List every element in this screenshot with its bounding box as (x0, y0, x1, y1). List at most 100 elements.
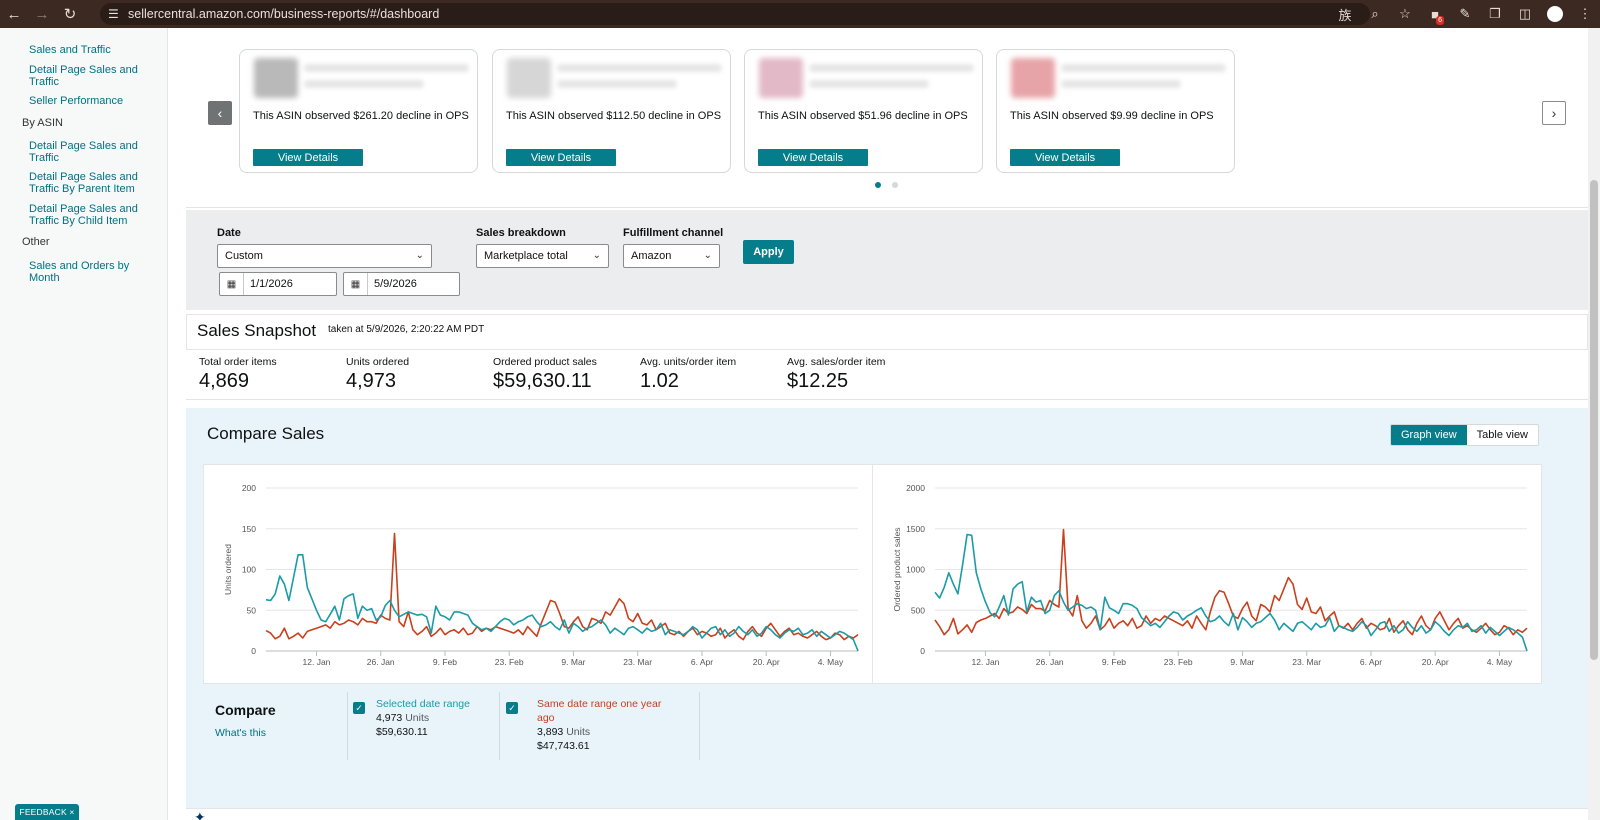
view-details-button[interactable]: View Details (1010, 149, 1120, 166)
product-thumbnail (254, 58, 298, 98)
y-axis-label: Units ordered (223, 544, 233, 595)
profile-avatar[interactable] (1540, 0, 1570, 28)
series-units-value: 3,893 (537, 726, 564, 738)
end-date-input[interactable]: ▦ 5/9/2026 (343, 272, 460, 296)
product-title-blur (809, 64, 974, 72)
forward-arrow-icon[interactable]: → (34, 5, 50, 23)
sidebar: Sales and Traffic Detail Page Sales and … (0, 28, 168, 820)
x-tick-label: 9. Feb (1102, 657, 1126, 667)
series-line[interactable] (265, 554, 859, 652)
back-arrow-icon[interactable]: ← (6, 5, 22, 23)
sidebar-item-sales-and-orders-by-month[interactable]: Sales and Orders by Month (29, 260, 130, 284)
date-label: Date (217, 227, 241, 239)
view-details-button[interactable]: View Details (506, 149, 616, 166)
calendar-icon[interactable]: ▦ (220, 273, 244, 295)
tab-search-icon[interactable]: ◫ (1518, 6, 1532, 21)
sidebar-heading-other: Other (22, 236, 50, 248)
close-icon[interactable]: × (69, 807, 75, 817)
metric-label: Units ordered (346, 356, 410, 368)
metric-value: $59,630.11 (493, 370, 592, 392)
sidebar-item-detail-page-sales-and-traffic[interactable]: Detail Page Sales and Traffic (29, 64, 138, 88)
sidebar-item-asin-detail-page[interactable]: Detail Page Sales and Traffic (29, 140, 138, 164)
chevron-down-icon: ⌄ (592, 250, 601, 261)
y-tick-label: 100 (242, 565, 256, 575)
apply-button[interactable]: Apply (743, 240, 794, 264)
carousel-dot[interactable] (892, 182, 898, 188)
table-view-button[interactable]: Table view (1466, 425, 1538, 445)
extension-badge: 6 (1436, 16, 1444, 25)
last-year-legend: Same date range one year ago 3,893 Units… (537, 697, 672, 753)
last-year-checkbox[interactable]: ✓ (506, 702, 518, 714)
insight-card: This ASIN observed $261.20 decline in OP… (239, 49, 478, 173)
extension-icon[interactable]: ■ 6 (1431, 6, 1444, 25)
insight-text: This ASIN observed $9.99 decline in OPS (1010, 110, 1214, 122)
series-line[interactable] (934, 533, 1528, 652)
y-tick-label: 200 (242, 483, 256, 493)
x-tick-label: 6. Apr (1360, 657, 1382, 667)
start-date-input[interactable]: ▦ 1/1/2026 (219, 272, 337, 296)
fulfillment-channel-select[interactable]: Amazon ⌄ (623, 244, 720, 268)
feedback-label: FEEDBACK (19, 807, 67, 817)
x-tick-label: 4. May (818, 657, 844, 667)
x-tick-label: 4. May (1487, 657, 1513, 667)
series-name: Selected date range (376, 698, 470, 710)
ordered-product-sales-chart: 0 500 1000 1500 2000 12. Jan 26. Jan 9. Feb 23. … (892, 483, 1528, 667)
bookmark-star-icon[interactable]: ☆ (1399, 6, 1411, 21)
site-settings-icon[interactable]: ☰ (108, 7, 119, 21)
menu-icon[interactable]: ⋮ (1578, 6, 1592, 21)
carousel-dot-active[interactable] (875, 182, 881, 188)
chevron-down-icon: ⌄ (415, 250, 424, 261)
sidebar-heading-by-asin: By ASIN (22, 117, 63, 129)
sales-breakdown-label: Sales breakdown (476, 227, 566, 239)
carousel-prev-button[interactable]: ‹ (208, 101, 232, 125)
snapshot-metrics: Total order items 4,869 Units ordered 4,… (186, 350, 1588, 400)
graph-view-button[interactable]: Graph view (1391, 425, 1467, 445)
product-title-blur (304, 64, 469, 72)
product-title-blur (304, 80, 424, 88)
snapshot-timestamp: taken at 5/9/2026, 2:20:22 AM PDT (328, 324, 485, 335)
insight-card: This ASIN observed $112.50 decline in OP… (492, 49, 731, 173)
calendar-icon[interactable]: ▦ (344, 273, 368, 295)
x-tick-label: 23. Feb (495, 657, 524, 667)
selected-range-checkbox[interactable]: ✓ (353, 702, 365, 714)
url-text: sellercentral.amazon.com/business-report… (128, 7, 440, 21)
pen-icon[interactable]: ✎ (1459, 6, 1471, 21)
puzzle-icon[interactable]: ❐ (1489, 6, 1501, 21)
sidebar-item-sales-and-traffic[interactable]: Sales and Traffic (29, 44, 111, 56)
metric-label: Ordered product sales (493, 356, 597, 368)
whats-this-link[interactable]: What's this (215, 727, 267, 739)
page-scrollbar[interactable] (1588, 28, 1600, 820)
sidebar-item-by-child-item[interactable]: Detail Page Sales and Traffic By Child I… (29, 203, 138, 227)
ordered-product-sales-chart-panel: 0 500 1000 1500 2000 12. Jan 26. Jan 9. Feb 23. … (872, 464, 1542, 684)
chevron-right-icon: › (1551, 105, 1557, 121)
x-tick-label: 9. Mar (1230, 657, 1254, 667)
address-bar[interactable]: ☰ sellercentral.amazon.com/business-repo… (100, 3, 1370, 25)
legend-divider (499, 692, 500, 760)
view-details-button[interactable]: View Details (253, 149, 363, 166)
sidebar-item-by-parent-item[interactable]: Detail Page Sales and Traffic By Parent … (29, 171, 138, 195)
zoom-icon[interactable]: ⌕ (1371, 6, 1379, 21)
x-tick-label: 23. Mar (1292, 657, 1321, 667)
view-details-button[interactable]: View Details (758, 149, 868, 166)
x-tick-label: 23. Mar (623, 657, 652, 667)
series-units-value: 4,973 (376, 712, 403, 724)
x-tick-label: 20. Apr (753, 657, 780, 667)
metric-units-ordered: Units ordered 4,973 (346, 356, 409, 393)
translate-icon[interactable]: 族 (1338, 7, 1352, 23)
sales-snapshot-title: Sales Snapshot (197, 321, 317, 340)
scrollbar-thumb[interactable] (1590, 180, 1598, 660)
metric-label: Avg. units/order item (640, 356, 737, 368)
x-tick-label: 12. Jan (972, 657, 1000, 667)
date-range-select[interactable]: Custom ⌄ (217, 244, 432, 268)
sales-breakdown-select[interactable]: Marketplace total ⌄ (476, 244, 609, 268)
insight-text: This ASIN observed $261.20 decline in OP… (253, 110, 469, 122)
series-line[interactable] (934, 528, 1528, 636)
insight-card: This ASIN observed $9.99 decline in OPS … (996, 49, 1235, 173)
carousel-next-button[interactable]: › (1542, 101, 1566, 125)
metric-label: Total order items (199, 356, 277, 368)
reload-icon[interactable]: ↻ (63, 6, 77, 23)
selected-range-legend: Selected date range 4,973 Units $59,630.… (376, 697, 496, 739)
feedback-button[interactable]: FEEDBACK × (15, 804, 79, 820)
compare-legend-title: Compare (215, 702, 276, 718)
sidebar-item-seller-performance[interactable]: Seller Performance (29, 95, 124, 107)
